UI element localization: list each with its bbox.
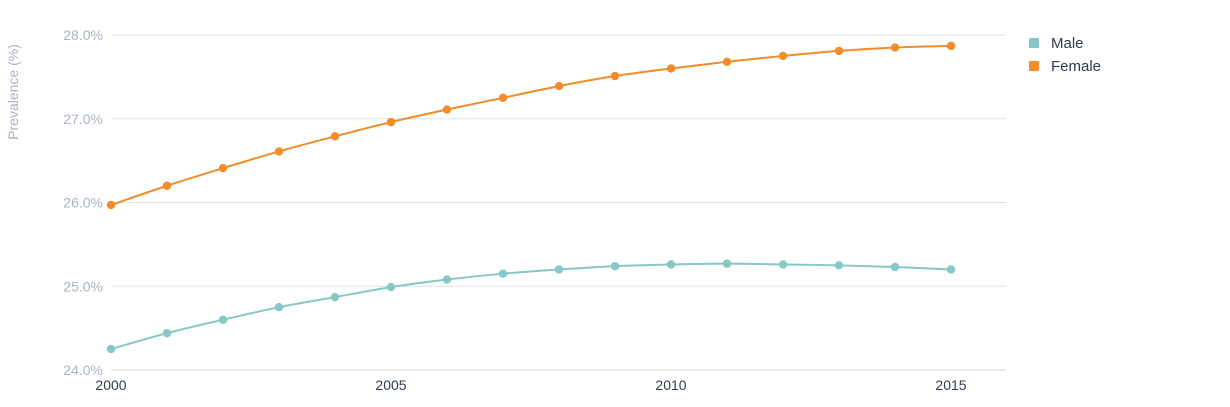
female-data-point (946, 41, 956, 51)
female-data-point (890, 43, 900, 52)
y-tick-label: 28.0% (63, 27, 103, 43)
male-data-point (834, 261, 844, 270)
female-data-point (442, 105, 452, 114)
male-legend-swatch (1029, 38, 1039, 48)
male-data-point (554, 265, 564, 274)
x-tick-label: 2010 (655, 377, 686, 393)
male-data-point (666, 260, 676, 269)
x-tick-label: 2005 (375, 377, 406, 393)
axis-layer: 24.0% 25.0% 26.0% 27.0% 28.0% 2000 2005 2010 201… (5, 27, 1006, 393)
male-data-point (498, 269, 508, 278)
male-data-point (218, 315, 228, 324)
female-data-point (722, 57, 732, 66)
series-layer (106, 41, 956, 354)
x-tick-label: 2000 (95, 377, 126, 393)
female-data-point (106, 200, 116, 210)
female-data-point (162, 181, 172, 190)
y-tick-label: 26.0% (63, 195, 103, 211)
female-data-point (778, 51, 788, 61)
y-tick-label: 25.0% (63, 278, 103, 294)
male-data-point (442, 275, 452, 284)
female-data-point (610, 71, 620, 81)
female-data-point (666, 64, 676, 73)
male-data-point (106, 344, 116, 354)
male-data-point (386, 282, 396, 292)
male-data-point (778, 260, 788, 269)
male-data-point (722, 259, 732, 268)
female-data-point (386, 117, 396, 127)
male-data-point (890, 262, 900, 272)
male-data-point (162, 328, 172, 338)
female-data-point (498, 93, 508, 103)
male-data-point (330, 292, 340, 302)
female-legend-swatch (1029, 61, 1039, 71)
female-data-point (330, 132, 340, 141)
male-legend-label: Male (1051, 35, 1084, 52)
female-data-point (274, 147, 284, 156)
male-data-point (274, 302, 284, 312)
x-tick-label: 2015 (935, 377, 966, 393)
male-series-line (110, 262, 952, 351)
female-data-point (834, 46, 844, 56)
male-data-point (946, 265, 956, 274)
female-data-point (554, 81, 564, 91)
female-series-line (110, 44, 952, 206)
y-tick-label: 27.0% (63, 111, 103, 127)
female-legend-label: Female (1051, 58, 1101, 75)
y-axis-label: Prevalence (%) (5, 44, 21, 140)
female-data-point (218, 163, 228, 173)
male-data-point (610, 261, 620, 271)
legend-layer: Male Female (1029, 35, 1101, 75)
y-tick-label: 24.0% (63, 362, 103, 378)
